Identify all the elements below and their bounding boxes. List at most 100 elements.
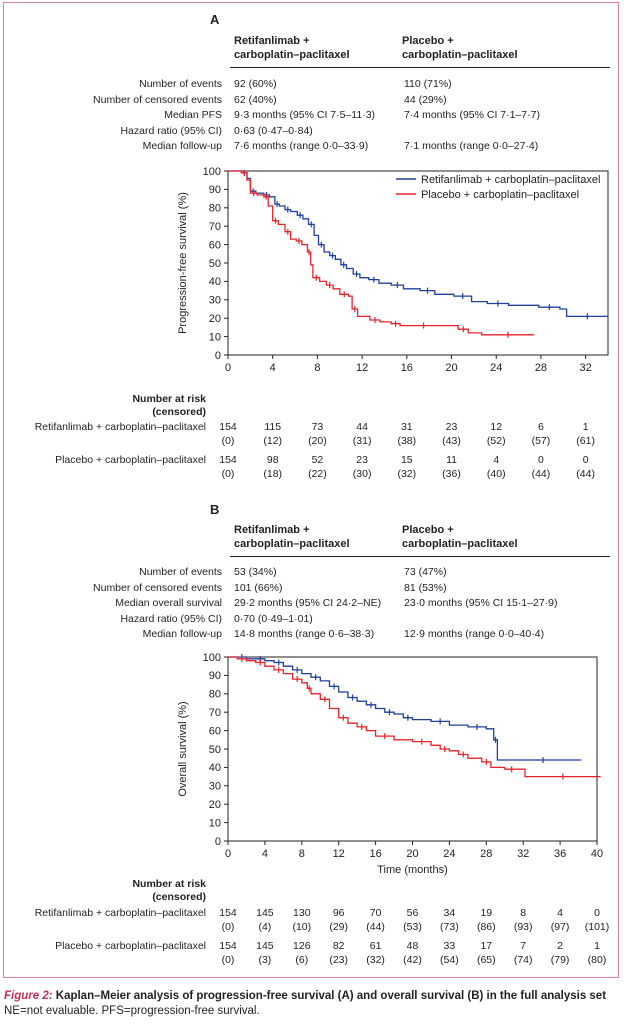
- panel-b-risk-at-risk: 48: [406, 940, 419, 952]
- panel-a-legend-label: Retifanlimab + carboplatin–paclitaxel: [421, 174, 600, 186]
- panel-a-y-tick-label: 0: [215, 350, 221, 362]
- panel-b-risk-at-risk: 154: [219, 907, 237, 919]
- panel-b-stat-value-retifanlimab: 101 (66%): [234, 581, 283, 594]
- panel-b-risk-censored: (74): [513, 954, 533, 966]
- figure-frame: [3, 2, 619, 978]
- panel-b-series-line-retifanlimab: [228, 656, 582, 761]
- panel-b-plot-frame: [227, 656, 598, 842]
- panel-b-letter: B: [210, 502, 220, 517]
- panel-a-risk-censored: (57): [531, 435, 551, 447]
- panel-b-stat-value-retifanlimab: 14·8 months (range 0·6–38·3): [234, 628, 375, 640]
- panel-a-stat-value-placebo: 7·1 months (range 0·0–27·4): [404, 140, 539, 152]
- panel-a-risk-at-risk: 98: [266, 454, 279, 466]
- panel-b-risk-censored: (4): [258, 921, 272, 933]
- panel-a-risk-censored: (40): [486, 468, 506, 480]
- panel-a-y-tick-label: 70: [209, 221, 221, 233]
- panel-b-risk-censored: (93): [513, 921, 533, 933]
- panel-a-y-axis-label: Progression-free survival (%): [177, 192, 189, 334]
- panel-a-risk-censored: (31): [352, 435, 372, 447]
- panel-b-stat-value-retifanlimab: 53 (34%): [234, 566, 277, 578]
- panel-b-risk-at-risk: 154: [219, 940, 237, 952]
- panel-b-risk-censored: (42): [403, 954, 422, 966]
- panel-a-risk-title: Number at risk (censored): [20, 393, 206, 419]
- panel-a-risk-title-line1: Number at risk: [132, 393, 206, 405]
- panel-a-risk-censored: (18): [263, 468, 283, 480]
- panel-a-risk-at-risk: 154: [219, 421, 237, 433]
- panel-a-stat-value-placebo: 7·4 months (95% CI 7·1–7·7): [404, 109, 540, 121]
- panel-a-risk-censored: (32): [397, 468, 417, 480]
- panel-b-y-tick-label: 90: [209, 670, 221, 682]
- panel-b-risk-at-risk: 34: [443, 907, 456, 919]
- panel-a-risk-at-risk: 6: [538, 421, 544, 433]
- panel-a-x-tick-label: 16: [401, 362, 413, 374]
- panel-a-risk-at-risk: 11: [446, 454, 457, 466]
- panel-b-x-tick-label: 28: [480, 848, 492, 860]
- panel-a-col2-head-line2: carboplatin–paclitaxel: [402, 49, 518, 61]
- panel-a-risk-at-risk: 23: [356, 454, 368, 466]
- panel-b-risk-at-risk: 4: [557, 907, 564, 919]
- panel-a-stat-value-retifanlimab: 62 (40%): [234, 93, 277, 106]
- panel-b-risk-at-risk: 8: [520, 907, 527, 919]
- panel-a-risk-title-line2: (censored): [152, 406, 206, 418]
- panel-b-risk-at-risk: 145: [256, 940, 274, 952]
- panel-b-y-tick-label: 60: [209, 725, 221, 737]
- panel-a-risk-row-label: Retifanlimab + carboplatin–paclitaxel: [34, 421, 206, 433]
- panel-b-stat-label: Number of events: [139, 566, 222, 578]
- panel-b-risk-at-risk: 33: [443, 940, 456, 952]
- caption-note: NE=not evaluable. PFS=progression-free s…: [4, 1005, 260, 1017]
- panel-b-x-tick-label: 4: [262, 848, 268, 860]
- panel-b-risk-at-risk: 17: [480, 940, 493, 952]
- panel-b-y-tick-label: 20: [209, 799, 221, 811]
- panel-a-x-tick-label: 20: [445, 362, 457, 374]
- caption-figure-label: Figure 2:: [4, 990, 53, 1002]
- panel-b-risk-at-risk: 145: [256, 907, 274, 919]
- panel-b-x-tick-label: 0: [225, 848, 231, 860]
- panel-a-stat-label: Median follow-up: [142, 140, 222, 152]
- panel-a-risk-at-risk: 23: [445, 421, 458, 433]
- panel-a-y-tick-label: 10: [209, 331, 221, 343]
- panel-a-y-tick-label: 90: [209, 184, 221, 196]
- panel-b-col2-head-line2: carboplatin–paclitaxel: [402, 538, 518, 550]
- panel-b-risk-censored: (3): [258, 954, 272, 966]
- panel-b-risk-censored: (79): [550, 954, 570, 966]
- panel-a-col2-head: Placebo + carboplatin–paclitaxel: [402, 34, 518, 62]
- panel-a-risk-censored: (12): [263, 435, 283, 447]
- panel-b-risk-censored: (0): [221, 921, 235, 933]
- panel-a-y-tick-label: 40: [209, 276, 221, 288]
- panel-b-risk-at-risk: 61: [369, 940, 382, 952]
- panel-a-risk-row-label: Placebo + carboplatin–paclitaxel: [55, 454, 206, 466]
- panel-a-risk-at-risk: 52: [311, 454, 324, 466]
- panel-b-header-rule: [230, 556, 610, 557]
- panel-a-risk-censored: (0): [221, 435, 235, 447]
- panel-b-risk-row-label: Placebo + carboplatin–paclitaxel: [55, 940, 206, 952]
- panel-b-risk-at-risk: 70: [369, 907, 382, 919]
- panel-a-header-rule: [230, 67, 610, 68]
- panel-b-risk-censored: (0): [221, 954, 235, 966]
- panel-a-risk-censored: (38): [397, 435, 417, 447]
- figure-caption: Figure 2: Kaplan–Meier analysis of progr…: [4, 989, 620, 1019]
- panel-b-risk-title-line1: Number at risk: [132, 878, 206, 890]
- panel-b-risk-censored: (65): [476, 954, 496, 966]
- panel-b-risk-at-risk: 2: [557, 940, 564, 952]
- panel-a-risk-censored: (36): [442, 468, 461, 480]
- panel-a-x-tick-label: 0: [225, 362, 231, 374]
- panel-a-col1-head: Retifanlimab + carboplatin–paclitaxel: [234, 34, 350, 62]
- panel-b-x-tick-label: 20: [406, 848, 418, 860]
- panel-a-series-line-retifanlimab: [228, 170, 608, 318]
- panel-a-x-tick-label: 8: [314, 362, 320, 374]
- panel-b-stat-label: Median follow-up: [142, 628, 222, 640]
- panel-b-y-tick-label: 0: [215, 836, 221, 848]
- panel-a-stat-label: Hazard ratio (95% CI): [120, 124, 222, 137]
- panel-b-risk-at-risk: 1: [594, 940, 600, 952]
- panel-b-risk-censored: (23): [329, 954, 349, 966]
- panel-a-y-tick-label: 80: [209, 203, 221, 215]
- panel-b-x-tick-label: 40: [591, 848, 603, 860]
- panel-b-risk-row-label: Retifanlimab + carboplatin–paclitaxel: [34, 907, 206, 919]
- panel-a-y-tick-label: 50: [209, 258, 221, 270]
- panel-b-x-tick-label: 8: [299, 848, 305, 860]
- panel-b-y-tick-label: 50: [209, 744, 221, 756]
- panel-b-stat-value-placebo: 23·0 months (95% CI 15·1–27·9): [404, 597, 558, 609]
- panel-b-risk-censored: (32): [366, 954, 385, 966]
- panel-b-col2-head-line1: Placebo +: [402, 524, 454, 536]
- panel-a-risk-at-risk: 154: [219, 454, 237, 466]
